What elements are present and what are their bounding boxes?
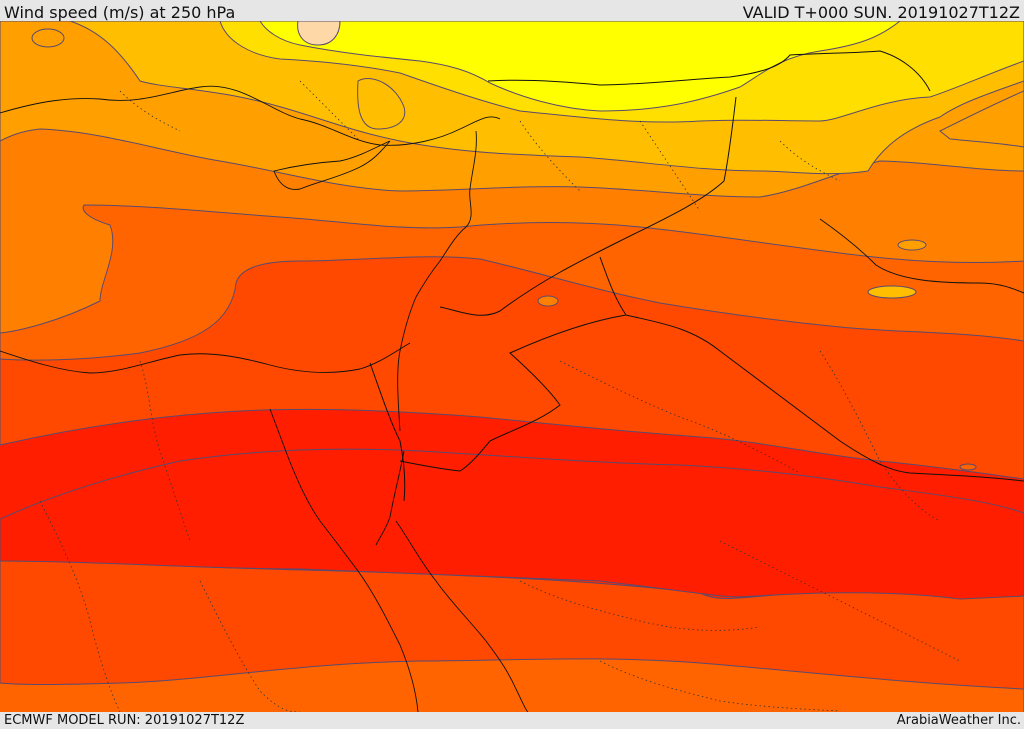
coastlines [0, 85, 1024, 712]
model-run-label: ECMWF MODEL RUN: 20191027T12Z [4, 713, 245, 728]
pocket-west [31, 28, 65, 48]
valid-time-label: VALID T+000 SUN. 20191027T12Z [742, 3, 1020, 22]
credit-label: ArabiaWeather Inc. [896, 713, 1021, 728]
pocket-south-iraq [959, 463, 977, 471]
wind-speed-map [0, 21, 1024, 712]
band-1 [259, 21, 901, 112]
pocket-jordan [537, 295, 559, 307]
jet-core-bottom [0, 448, 1024, 600]
pocket-gulf [897, 239, 927, 251]
province-borders [39, 80, 961, 712]
map-title: Wind speed (m/s) at 250 hPa [4, 3, 236, 22]
header-bar: Wind speed (m/s) at 250 hPa VALID T+000 … [0, 0, 1024, 22]
pocket-iraq [867, 285, 917, 299]
pocket-north [297, 21, 341, 46]
footer-bar: ECMWF MODEL RUN: 20191027T12Z ArabiaWeat… [0, 712, 1024, 729]
pocket-turkey [357, 78, 406, 130]
pocket-east [939, 90, 1024, 148]
country-borders [369, 50, 1024, 502]
